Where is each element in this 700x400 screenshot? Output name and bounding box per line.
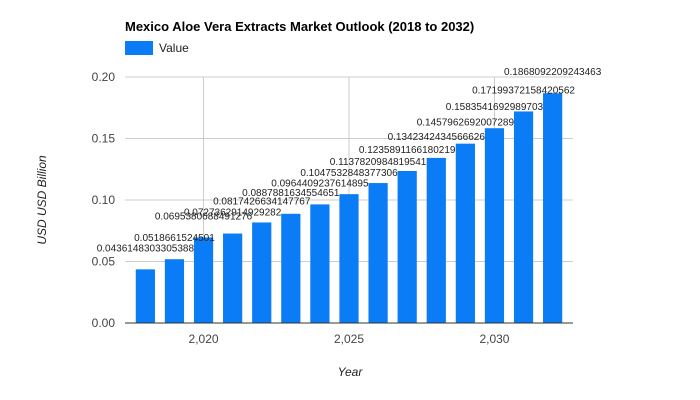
y-tick-label: 0.05 — [92, 255, 116, 269]
bar — [310, 204, 330, 323]
chart-title: Mexico Aloe Vera Extracts Market Outlook… — [125, 19, 474, 34]
y-tick-label: 0.00 — [92, 316, 116, 330]
data-label: 0.0817426634147767 — [213, 196, 311, 207]
data-label: 0.0436148303305388 — [97, 243, 195, 254]
y-axis-title: USD USD Billion — [35, 155, 49, 245]
bar — [455, 143, 475, 323]
bar — [484, 128, 505, 323]
data-label: 0.0518661524501 — [134, 233, 215, 244]
bar — [513, 111, 534, 323]
data-label: 0.1868092209243463 — [504, 67, 602, 78]
y-tick-label: 0.20 — [92, 70, 116, 84]
y-tick-label: 0.10 — [92, 193, 116, 207]
legend-label: Value — [159, 41, 189, 55]
bar — [426, 157, 446, 323]
legend-swatch — [125, 41, 153, 55]
x-tick-label: 2,025 — [334, 332, 364, 346]
data-label: 0.17199372158420562 — [472, 85, 575, 96]
x-axis-title: Year — [338, 365, 364, 379]
data-label: 0.0695380688491276 — [155, 211, 253, 222]
y-tick-label: 0.15 — [92, 132, 116, 146]
bar — [397, 170, 417, 323]
bar — [252, 222, 272, 323]
bar — [281, 213, 301, 323]
y-axis-ticks: 0.00 0.05 0.10 0.15 0.20 — [92, 70, 116, 330]
data-label: 0.1047532848377306 — [300, 168, 398, 179]
bar — [368, 183, 388, 323]
bars — [135, 93, 563, 323]
bar — [193, 237, 214, 323]
bar — [223, 233, 243, 323]
bar — [543, 93, 563, 323]
data-label: 0.1235891166180219 — [359, 145, 456, 156]
data-label: 0.0727362914929282 — [184, 208, 282, 219]
x-axis-ticks: 2,020 2,025 2,030 — [189, 332, 510, 346]
data-label: 0.1583541692989703 — [446, 102, 544, 113]
legend: Value — [125, 41, 189, 55]
data-label: 0.0964409237614895 — [271, 178, 369, 189]
data-label: 0.1342342434566626 — [388, 132, 486, 143]
bar — [339, 194, 359, 323]
bar — [164, 259, 185, 323]
data-label: 0.1457962692007289 — [417, 118, 515, 129]
x-tick-label: 2,030 — [479, 332, 509, 346]
bar — [135, 269, 155, 323]
data-label: 0.1137820984819541 — [330, 157, 427, 168]
x-tick-label: 2,020 — [189, 332, 219, 346]
data-label: 0.0887881634554651 — [242, 188, 340, 199]
